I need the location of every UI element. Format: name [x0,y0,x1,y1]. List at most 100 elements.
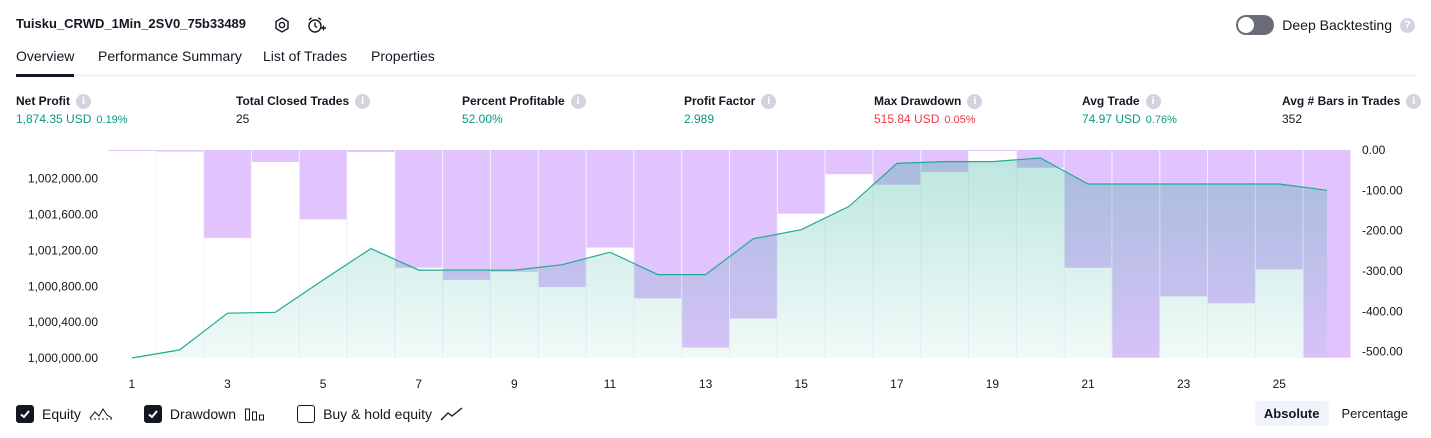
help-icon[interactable]: i [76,93,91,109]
drawdown-bar [395,150,443,268]
toggle-knob [1238,17,1255,33]
equity-series [131,157,1328,359]
equity-icon [89,408,113,420]
metric-label: Avg # Bars in Trades [1282,94,1401,108]
help-icon[interactable]: i [355,93,371,109]
metric-value: 352 [1282,112,1303,126]
percentage-button[interactable]: Percentage [1341,406,1409,421]
left-axis-label: 1,002,000.00 [28,172,98,186]
drawdown-bar [251,150,299,163]
x-axis-label: 15 [795,377,809,391]
left-axis-label: 1,001,200.00 [28,243,98,257]
legend-equity[interactable]: Equity [16,405,113,423]
x-axis-label: 17 [890,377,904,391]
help-icon[interactable]: ? [1400,17,1415,33]
metric-max-drawdown: Max Drawdown i 515.84 USD 0.05% [874,92,983,126]
left-axis-label: 1,000,400.00 [28,315,98,329]
x-axis: 1 3 5 7 9 11 13 15 17 19 21 23 25 [129,377,1287,391]
x-axis-label: 1 [129,377,136,391]
report-tabs: Overview Performance Summary List of Tra… [16,44,1415,77]
right-axis-label: -200.00 [1362,224,1403,238]
scale-toggle: Absolute Percentage [1254,401,1417,426]
drawdown-bar [586,150,634,248]
chart-legend: Equity Drawdown Buy & hold equity [16,402,495,426]
metric-avg-bars-in-trades: Avg # Bars in Trades i 352 [1282,92,1422,126]
legend-label: Equity [42,406,81,422]
metrics-row: Net Profit i 1,874.35 USD 0.19% Total Clos… [16,92,1422,132]
metric-value: 1,874.35 USD [16,112,92,126]
settings-icon[interactable] [271,14,293,36]
left-axis: 1,002,000.00 1,001,600.00 1,001,200.00 1,00… [28,172,98,365]
buy-hold-checkbox[interactable] [297,405,316,423]
drawdown-bar [777,150,825,214]
metric-label: Avg Trade [1082,94,1140,108]
deep-backtesting-toggle[interactable] [1236,15,1275,35]
x-axis-label: 5 [320,377,327,391]
deep-backtesting-label: Deep Backtesting [1282,17,1392,33]
left-axis-label: 1,000,800.00 [28,279,98,293]
metric-avg-trade: Avg Trade i 74.97 USD 0.76% [1082,92,1177,126]
tab-list-of-trades[interactable]: List of Trades [263,48,348,64]
metric-net-profit: Net Profit i 1,874.35 USD 0.19% [16,92,128,126]
drawdown-bar [443,150,490,280]
strategy-title: Tuisku_CRWD_1Min_2SV0_75b33489 [16,16,247,31]
right-axis-label: -300.00 [1362,264,1403,278]
drawdown-bar [204,150,251,238]
left-axis-label: 1,001,600.00 [28,208,98,222]
tab-properties[interactable]: Properties [371,48,435,64]
help-icon[interactable]: i [761,93,777,109]
metric-percent: 0.19% [96,114,128,126]
drawdown-bar [299,150,347,220]
metric-label: Net Profit [16,94,70,108]
metric-value: 515.84 USD [874,112,940,126]
legend-label: Buy & hold equity [323,406,433,422]
right-axis-label: -500.00 [1362,345,1403,359]
right-axis-label: -400.00 [1362,304,1403,318]
help-icon[interactable]: i [1145,93,1161,109]
help-icon[interactable]: i [967,93,983,109]
x-axis-label: 19 [986,377,1000,391]
drawdown-bar [156,150,204,152]
help-icon[interactable]: i [570,93,586,109]
right-axis: 0.00 -100.00 -200.00 -300.00 -400.00 -500.00 [1362,143,1403,359]
drawdown-bar [347,150,395,153]
metric-percent: 0.05% [944,114,976,126]
absolute-button[interactable]: Absolute [1254,401,1329,426]
tab-overview[interactable]: Overview [16,48,75,77]
metric-label: Max Drawdown [874,94,962,108]
metric-value: 2.989 [684,112,715,126]
x-axis-label: 13 [699,377,713,391]
drawdown-bar [825,150,873,175]
legend-drawdown[interactable]: Drawdown [143,405,266,423]
x-axis-label: 25 [1273,377,1287,391]
right-axis-label: -100.00 [1362,183,1403,197]
metric-percent-profitable: Percent Profitable i 52.00% [462,92,586,126]
report-header: Tuisku_CRWD_1Min_2SV0_75b33489 Deep Back… [16,12,1415,38]
legend-buy-hold-equity[interactable]: Buy & hold equity [297,405,464,423]
metric-label: Percent Profitable [462,94,565,108]
tab-performance-summary[interactable]: Performance Summary [98,48,242,64]
metric-label: Profit Factor [684,94,756,108]
equity-drawdown-chart[interactable]: 1,002,000.00 1,001,600.00 1,001,200.00 1,00… [0,140,1431,395]
x-axis-label: 9 [511,377,518,391]
drawdown-icon [245,408,265,421]
metric-value: 25 [236,112,250,126]
equity-line [131,157,1328,359]
drawdown-bar [969,150,1016,151]
help-icon[interactable]: i [1406,93,1422,109]
metric-value: 74.97 USD [1082,112,1141,126]
add-alert-icon[interactable] [305,14,327,36]
x-axis-label: 3 [224,377,231,391]
x-axis-label: 7 [415,377,422,391]
metric-value: 52.00% [462,112,503,126]
drawdown-checkbox[interactable] [143,405,162,423]
equity-checkbox[interactable] [16,405,34,423]
x-axis-label: 11 [604,377,617,391]
x-axis-label: 21 [1081,377,1095,391]
metric-profit-factor: Profit Factor i 2.989 [684,92,777,126]
legend-label: Drawdown [169,406,237,422]
drawdown-bar [490,150,538,272]
buy-hold-icon [440,407,463,421]
equity-area [131,158,1328,358]
deep-backtesting-control: Deep Backtesting ? [1236,14,1415,36]
